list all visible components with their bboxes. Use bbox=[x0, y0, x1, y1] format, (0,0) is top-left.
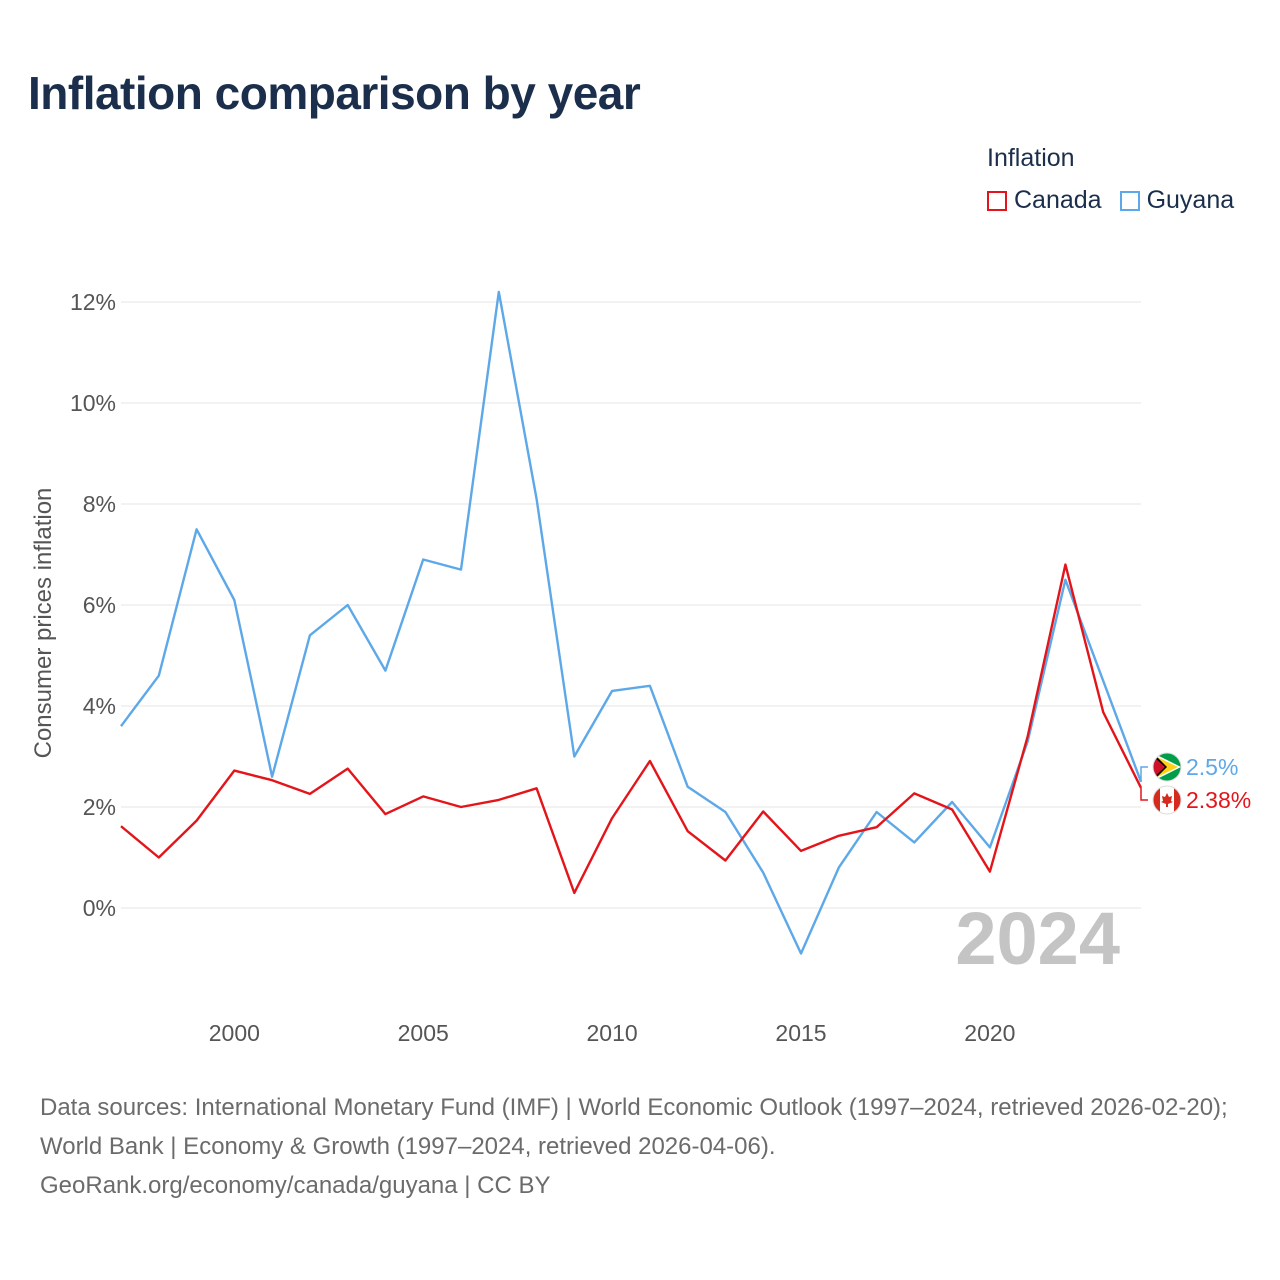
grid-lines bbox=[121, 301, 1141, 909]
y-tick-label: 8% bbox=[83, 491, 116, 517]
flag-guyana-icon bbox=[1152, 752, 1182, 782]
legend-swatch-canada bbox=[987, 190, 1007, 211]
y-tick-label: 10% bbox=[70, 390, 116, 416]
end-label-guyana: 2.5% bbox=[1186, 754, 1238, 780]
x-tick-label: 2015 bbox=[775, 1020, 826, 1046]
legend-label-guyana: Guyana bbox=[1146, 186, 1235, 214]
y-tick-label: 2% bbox=[83, 794, 116, 820]
y-axis-label: Consumer prices inflation bbox=[30, 488, 57, 759]
current-year-watermark: 2024 bbox=[955, 897, 1120, 980]
legend-item-canada[interactable]: Canada bbox=[987, 186, 1102, 215]
series-line-canada bbox=[120, 563, 1143, 895]
x-axis-ticks: 2000 2005 2010 2015 2020 bbox=[209, 1020, 1016, 1046]
y-tick-label: 12% bbox=[70, 289, 116, 315]
legend-item-guyana[interactable]: Guyana bbox=[1119, 186, 1235, 215]
flag-canada-icon bbox=[1152, 785, 1182, 815]
series-lines bbox=[120, 290, 1143, 955]
data-sources: Data sources: International Monetary Fun… bbox=[40, 1094, 1228, 1160]
series-line-guyana bbox=[120, 290, 1143, 955]
x-tick-label: 2010 bbox=[587, 1020, 638, 1046]
legend: Canada Guyana bbox=[987, 186, 1234, 215]
y-tick-label: 6% bbox=[83, 592, 116, 618]
footer: Data sources: International Monetary Fun… bbox=[40, 1088, 1250, 1205]
x-tick-label: 2005 bbox=[398, 1020, 449, 1046]
chart-title: Inflation comparison by year bbox=[28, 67, 641, 119]
end-label-canada: 2.38% bbox=[1186, 787, 1251, 813]
legend-title: Inflation bbox=[987, 144, 1075, 172]
line-chart: 0% 2% 4% 6% 8% 10% 12% 2000 2005 2010 2015 2020 Co… bbox=[30, 289, 1251, 1046]
y-tick-label: 0% bbox=[83, 895, 116, 921]
source-url[interactable]: GeoRank.org/economy/canada/guyana | CC B… bbox=[40, 1172, 551, 1199]
legend-label-canada: Canada bbox=[1014, 186, 1102, 214]
x-tick-label: 2000 bbox=[209, 1020, 260, 1046]
legend-swatch-guyana bbox=[1119, 190, 1140, 211]
y-tick-label: 4% bbox=[83, 693, 116, 719]
connector-guyana bbox=[1140, 766, 1148, 782]
connector-canada bbox=[1140, 787, 1148, 801]
end-labels: 2.5% 2.38% bbox=[1140, 752, 1251, 815]
y-axis-ticks: 0% 2% 4% 6% 8% 10% 12% bbox=[70, 289, 116, 921]
x-tick-label: 2020 bbox=[964, 1020, 1015, 1046]
